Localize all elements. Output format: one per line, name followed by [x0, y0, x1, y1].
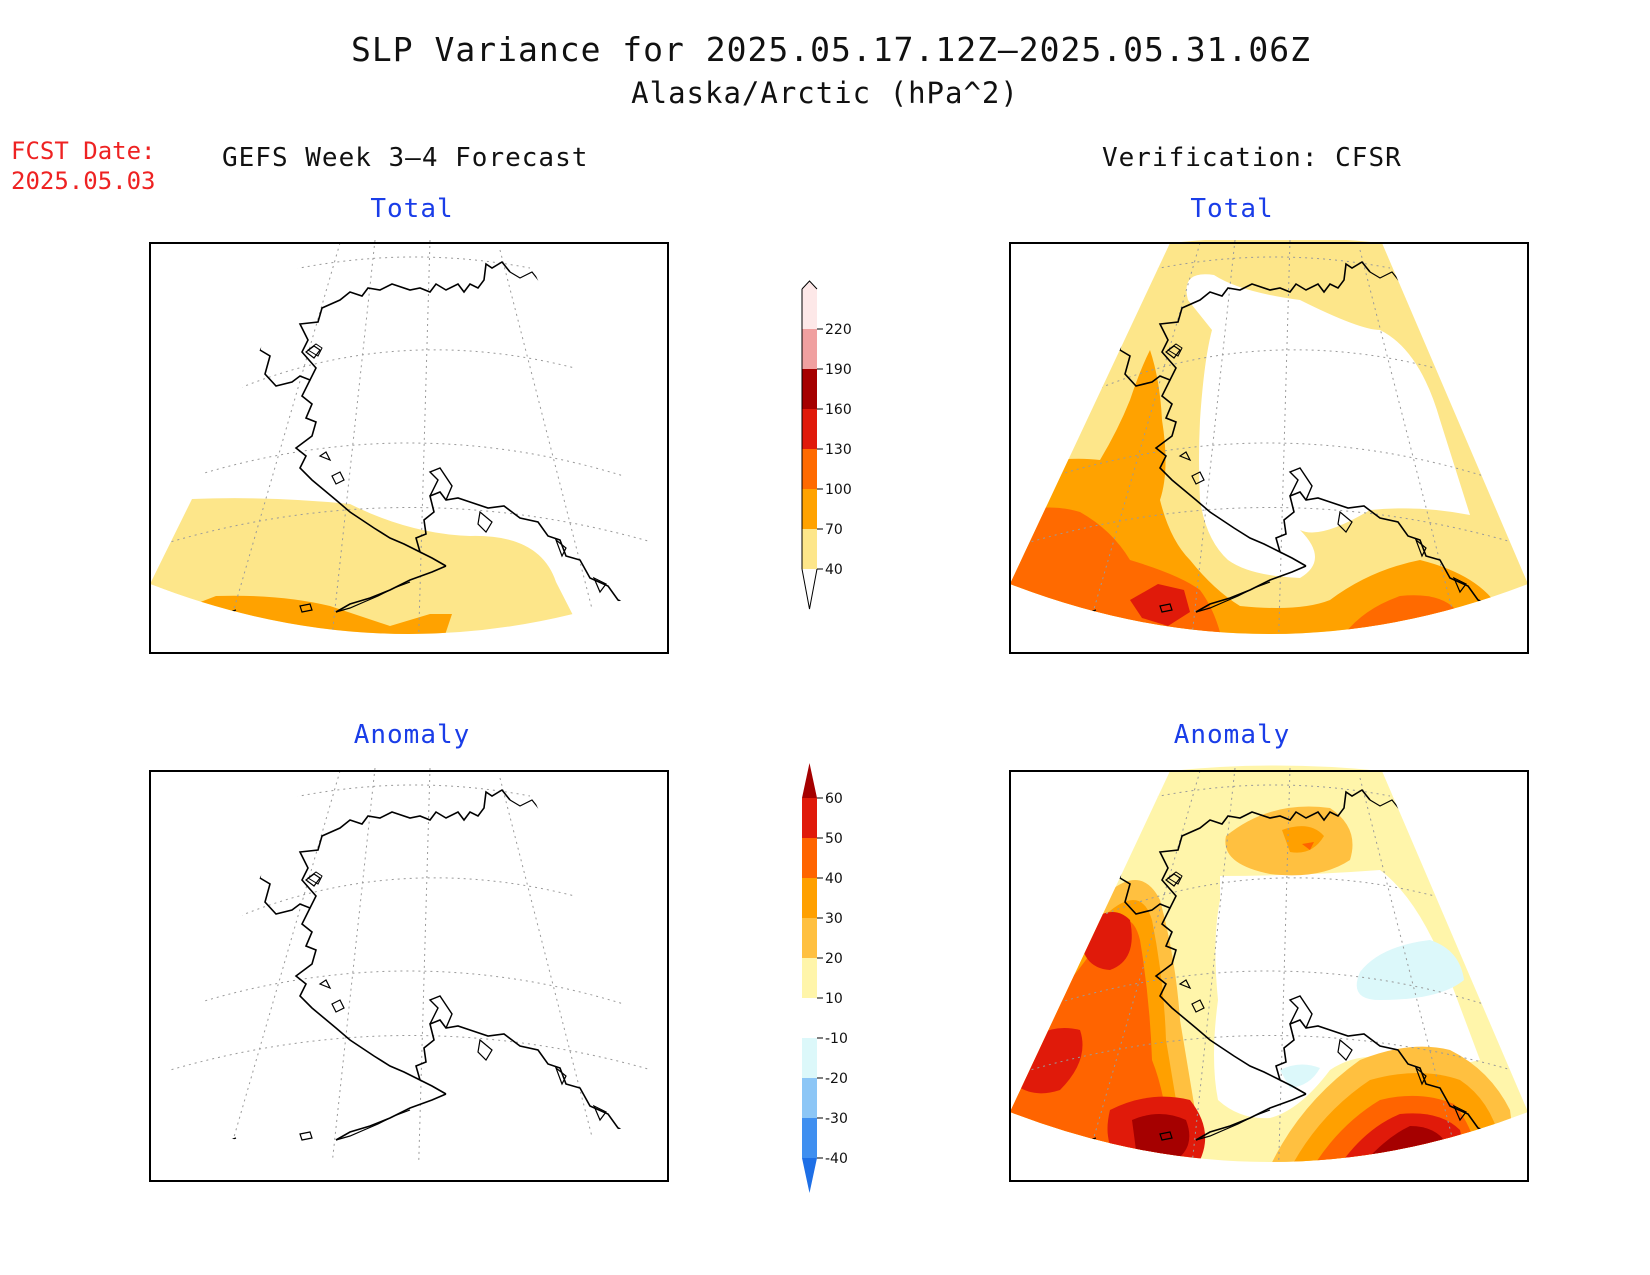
verification-total-title: Total: [1190, 194, 1274, 224]
anomaly-colorbar-segment: [802, 1118, 817, 1158]
anomaly-minus10-minus20-region: [1356, 940, 1464, 1000]
total-colorbar-segment: [802, 289, 817, 329]
fcst-date-label: FCST Date:: [11, 137, 156, 165]
anomaly-colorbar-segment: [802, 838, 817, 878]
total-colorbar-segment: [802, 369, 817, 409]
anomaly-colorbar-label: 20: [825, 951, 843, 967]
forecast-anomaly-title: Anomaly: [353, 720, 471, 750]
anomaly-colorbar-bottom-arrow: [802, 1158, 817, 1193]
anomaly-colorbar-top-arrow: [802, 763, 817, 798]
anomaly-colorbar-label: -10: [825, 1031, 848, 1047]
total-colorbar-segment: [802, 489, 817, 529]
anomaly-colorbar: 60 50 40 30 20 10 -10 -20 -30 -40: [802, 763, 848, 1193]
anomaly-colorbar-label: -40: [825, 1151, 848, 1167]
anomaly-colorbar-label: 50: [825, 831, 843, 847]
forecast-total-map: [149, 239, 669, 654]
chart-title: SLP Variance for 2025.05.17.12Z–2025.05.…: [351, 30, 1311, 69]
anomaly-colorbar-label: -20: [825, 1071, 848, 1087]
chart-subtitle: Alaska/Arctic (hPa^2): [631, 76, 1019, 110]
total-colorbar: 40 70 100 130 160 190 220: [801, 280, 852, 610]
verification-total-map: [1009, 239, 1529, 654]
anomaly-colorbar-segment: [802, 1078, 817, 1118]
anomaly-colorbar-segment: [802, 798, 817, 838]
verification-anomaly-map: [1009, 765, 1529, 1182]
anomaly-colorbar-segment: [802, 998, 817, 1038]
anomaly-colorbar-segment: [802, 878, 817, 918]
forecast-anomaly-map: [149, 767, 669, 1182]
verification-column-heading: Verification: CFSR: [1102, 143, 1402, 173]
total-colorbar-label: 220: [825, 322, 852, 338]
anomaly-colorbar-segment: [802, 1038, 817, 1078]
total-colorbar-segment: [802, 329, 817, 369]
total-colorbar-segment: [802, 449, 817, 489]
anomaly-colorbar-label: -30: [825, 1111, 848, 1127]
total-colorbar-segment: [802, 529, 817, 569]
forecast-total-title: Total: [370, 194, 454, 224]
total-colorbar-bottom-tip: [801, 568, 818, 610]
anomaly-colorbar-label: 10: [825, 991, 843, 1007]
total-colorbar-label: 160: [825, 402, 852, 418]
verification-anomaly-title: Anomaly: [1173, 720, 1291, 750]
total-colorbar-label: 40: [825, 562, 843, 578]
anomaly-colorbar-segment: [802, 918, 817, 958]
anomaly-colorbar-label: 40: [825, 871, 843, 887]
fcst-date-value: 2025.05.03: [11, 167, 156, 195]
total-70-100-region: [190, 595, 452, 634]
total-colorbar-label: 100: [825, 482, 852, 498]
forecast-column-heading: GEFS Week 3–4 Forecast: [222, 143, 589, 173]
anomaly-colorbar-segment: [802, 958, 817, 998]
total-colorbar-label: 190: [825, 362, 852, 378]
total-colorbar-label: 130: [825, 442, 852, 458]
anomaly-colorbar-label: 60: [825, 791, 843, 807]
total-colorbar-label: 70: [825, 522, 843, 538]
total-colorbar-segment: [802, 409, 817, 449]
total-130-160-region: [1130, 584, 1190, 626]
anomaly-colorbar-label: 30: [825, 911, 843, 927]
